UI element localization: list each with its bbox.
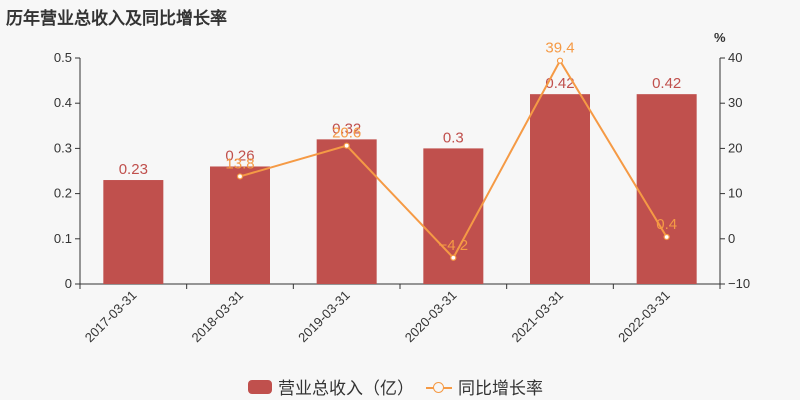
x-tick-label: 2020-03-31: [402, 288, 460, 346]
legend-item-revenue[interactable]: 营业总收入（亿）: [248, 374, 414, 399]
growth-value-label: 0.4: [656, 216, 677, 233]
growth-point[interactable]: [663, 233, 670, 241]
chart-title: 历年营业总收入及同比增长率: [6, 9, 227, 28]
growth-value-label: −4.2: [439, 237, 469, 254]
bar-value-label: 0.42: [545, 75, 574, 92]
x-tick-label: 2018-03-31: [188, 288, 246, 346]
left-tick-label: 0.1: [54, 231, 72, 246]
bar-value-label: 0.23: [119, 161, 148, 178]
growth-point[interactable]: [556, 57, 564, 64]
growth-value-label: 13.8: [225, 155, 254, 172]
revenue-bar[interactable]: [530, 94, 590, 284]
right-tick-label: −10: [728, 276, 750, 291]
revenue-bar[interactable]: [423, 148, 484, 284]
revenue-bar[interactable]: [316, 139, 377, 284]
bar-value-label: 0.26: [225, 147, 254, 164]
bar-value-label: 0.32: [332, 120, 361, 137]
growth-point[interactable]: [343, 142, 350, 149]
line-marker-icon: [426, 380, 452, 394]
x-tick-label: 2019-03-31: [295, 288, 353, 346]
x-tick-label: 2022-03-31: [615, 288, 673, 346]
revenue-bar[interactable]: [103, 180, 164, 284]
legend-label-growth: 同比增长率: [458, 379, 543, 398]
x-tick-label: 2017-03-31: [82, 288, 140, 346]
right-tick-label: 10: [728, 186, 742, 201]
growth-value-label: 39.4: [545, 40, 574, 57]
x-tick-label: 2021-03-31: [508, 288, 566, 346]
growth-point[interactable]: [236, 173, 244, 180]
left-tick-label: 0.2: [54, 186, 72, 201]
bar-swatch-icon: [248, 379, 272, 394]
legend: 营业总收入（亿） 同比增长率: [248, 374, 555, 399]
bar-value-label: 0.3: [443, 129, 464, 146]
legend-item-growth[interactable]: 同比增长率: [426, 374, 543, 399]
legend-label-revenue: 营业总收入（亿）: [278, 379, 414, 398]
left-tick-label: 0.3: [54, 140, 72, 155]
growth-point[interactable]: [450, 254, 457, 261]
right-tick-label: 30: [728, 95, 742, 110]
revenue-bar[interactable]: [636, 94, 697, 284]
left-tick-label: 0: [65, 276, 72, 291]
revenue-bar[interactable]: [210, 166, 270, 284]
left-tick-label: 0.5: [54, 50, 72, 65]
right-tick-label: 20: [728, 140, 742, 155]
bar-value-label: 0.42: [652, 75, 681, 92]
right-axis-unit: %: [714, 30, 726, 45]
right-tick-label: 40: [728, 50, 742, 65]
left-tick-label: 0.4: [54, 95, 72, 110]
right-tick-label: 0: [728, 231, 735, 246]
growth-value-label: 20.6: [332, 125, 361, 142]
